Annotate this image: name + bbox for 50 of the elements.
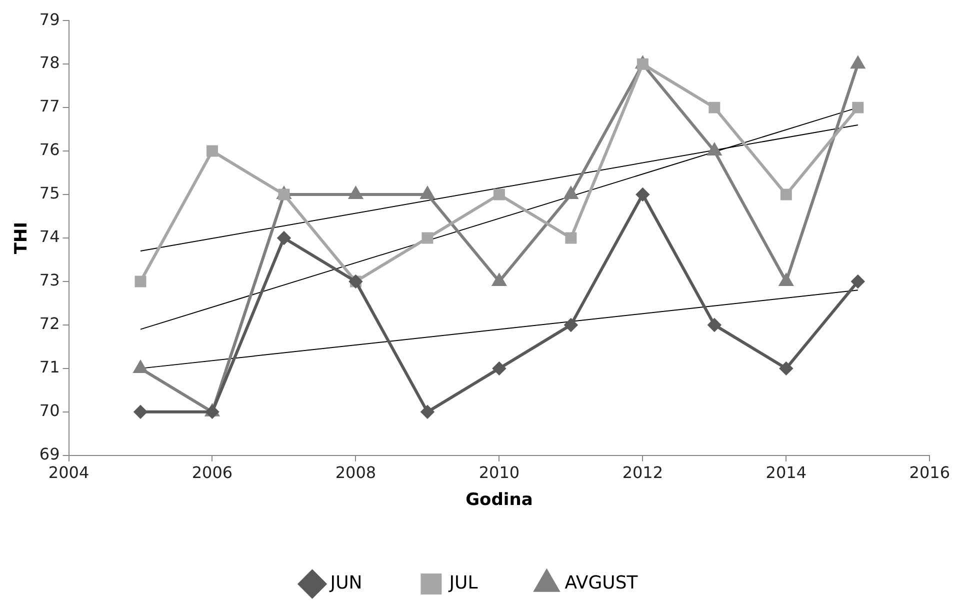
y-tick-label: 76 <box>39 140 60 160</box>
y-tick-label: 78 <box>39 53 60 72</box>
point <box>636 188 650 202</box>
y-tick-label: 71 <box>39 358 60 377</box>
y-tick-label: 77 <box>39 96 60 116</box>
point <box>420 187 434 200</box>
point <box>852 102 864 114</box>
y-tick-label: 69 <box>39 444 60 464</box>
x-tick-label: 2004 <box>48 463 90 482</box>
point <box>780 362 793 375</box>
point <box>206 405 219 418</box>
point <box>564 318 578 332</box>
point <box>134 276 146 288</box>
point <box>708 102 720 114</box>
y-tick-label: 72 <box>39 314 60 334</box>
legend-label: JUN <box>329 572 362 594</box>
point <box>492 362 506 375</box>
point <box>422 232 434 244</box>
point <box>492 274 506 286</box>
y-tick-label: 79 <box>39 10 60 29</box>
point <box>277 232 290 244</box>
y-tick-label: 74 <box>39 227 60 246</box>
x-tick-label: 2014 <box>766 463 807 482</box>
point <box>493 188 505 200</box>
point <box>420 405 434 418</box>
x-axis-title: Godina <box>466 490 533 510</box>
legend-label: JUL <box>448 572 478 594</box>
y-tick-label: 70 <box>39 401 60 420</box>
x-tick-label: 2010 <box>478 463 520 482</box>
x-tick-label: 2008 <box>335 463 376 482</box>
point <box>851 56 865 69</box>
point <box>636 58 648 70</box>
x-tick-label: 2006 <box>192 463 233 482</box>
point <box>349 187 362 200</box>
point <box>708 144 722 156</box>
y-tick-label: 73 <box>39 270 60 290</box>
y-tick-label: 75 <box>39 184 60 203</box>
y-axis-title: THI <box>12 222 32 254</box>
point <box>779 274 793 286</box>
x-tick-label: 2016 <box>909 463 950 482</box>
point <box>134 360 148 373</box>
x-tick-label: 2012 <box>622 463 664 482</box>
legend-label: AVGUST <box>564 572 639 594</box>
point <box>780 188 792 200</box>
point <box>851 274 864 288</box>
point <box>206 145 218 157</box>
point <box>134 405 147 418</box>
point <box>564 187 578 200</box>
point <box>708 318 721 332</box>
point <box>565 232 577 244</box>
